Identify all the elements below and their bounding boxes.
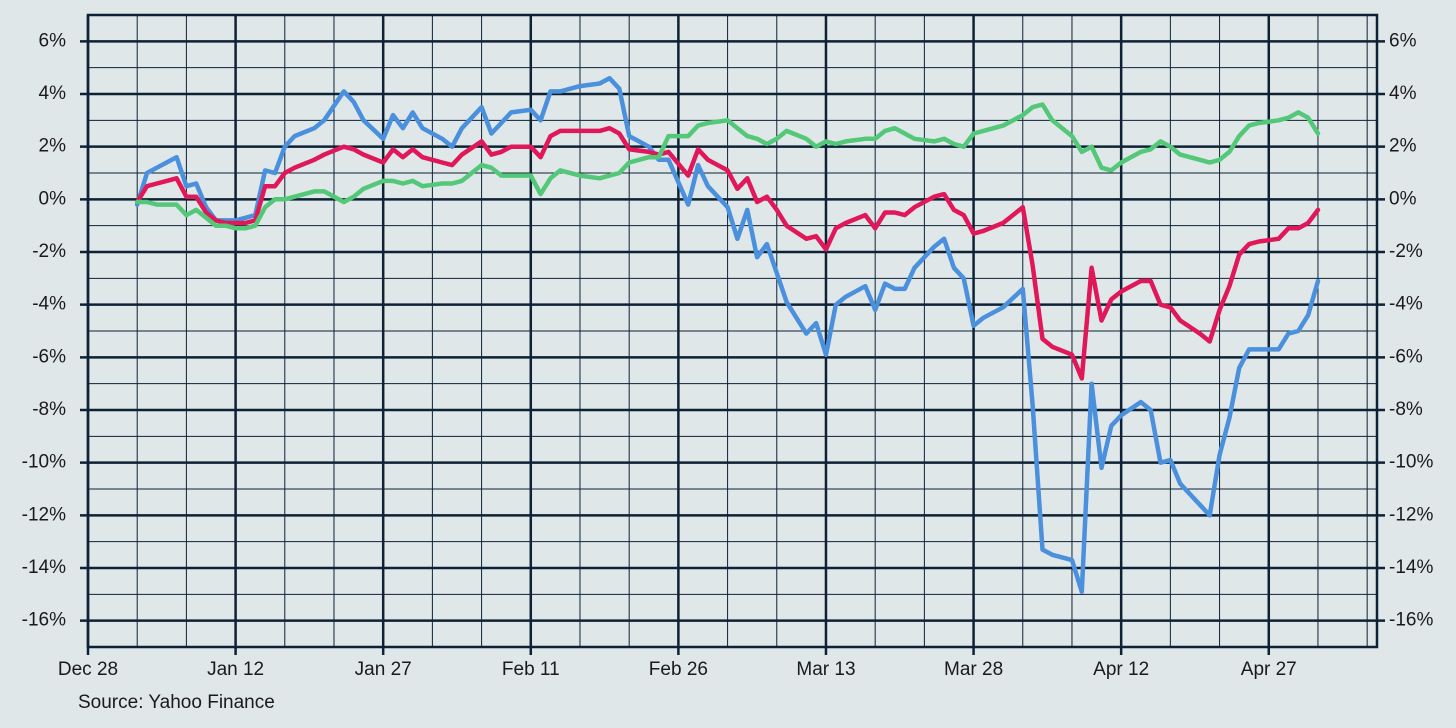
y-tick-label: -12% xyxy=(22,504,66,525)
x-tick-label: Feb 26 xyxy=(649,659,708,680)
y2-tick-label: 0% xyxy=(1389,188,1417,209)
y2-tick-label: 6% xyxy=(1389,30,1417,51)
y-tick-label: -16% xyxy=(22,610,66,631)
y-tick-label: 0% xyxy=(39,188,67,209)
y2-tick-label: -4% xyxy=(1389,294,1423,315)
y-tick-label: -8% xyxy=(32,399,66,420)
y-tick-label: -6% xyxy=(32,346,66,367)
y-tick-label: 4% xyxy=(39,83,67,104)
y2-tick-label: -8% xyxy=(1389,399,1423,420)
y2-tick-label: -14% xyxy=(1389,557,1433,578)
series-line xyxy=(134,125,1321,381)
y2-tick-label: -12% xyxy=(1389,504,1433,525)
series-line xyxy=(134,102,1321,231)
series-line xyxy=(134,75,1321,594)
x-tick-label: Dec 28 xyxy=(58,659,118,680)
y2-tick-label: -16% xyxy=(1389,610,1433,631)
y2-tick-label: -2% xyxy=(1389,241,1423,262)
x-tick-label: Apr 27 xyxy=(1241,659,1297,680)
y-tick-label: -14% xyxy=(22,557,66,578)
x-tick-label: Mar 28 xyxy=(944,659,1003,680)
x-tick-label: Mar 13 xyxy=(796,659,855,680)
x-tick-label: Jan 12 xyxy=(207,659,264,680)
y2-tick-label: 4% xyxy=(1389,83,1417,104)
y-tick-label: -4% xyxy=(32,294,66,315)
y2-tick-label: -10% xyxy=(1389,452,1433,473)
y2-tick-label: 2% xyxy=(1389,136,1417,157)
y-tick-label: -10% xyxy=(22,452,66,473)
y-tick-label: 2% xyxy=(39,136,67,157)
x-tick-label: Apr 12 xyxy=(1093,659,1149,680)
y-tick-label: 6% xyxy=(39,30,67,51)
y2-tick-label: -6% xyxy=(1389,346,1423,367)
x-tick-label: Jan 27 xyxy=(355,659,412,680)
y-tick-label: -2% xyxy=(32,241,66,262)
source-note: Source: Yahoo Finance xyxy=(78,692,275,713)
x-tick-label: Feb 11 xyxy=(502,659,560,680)
